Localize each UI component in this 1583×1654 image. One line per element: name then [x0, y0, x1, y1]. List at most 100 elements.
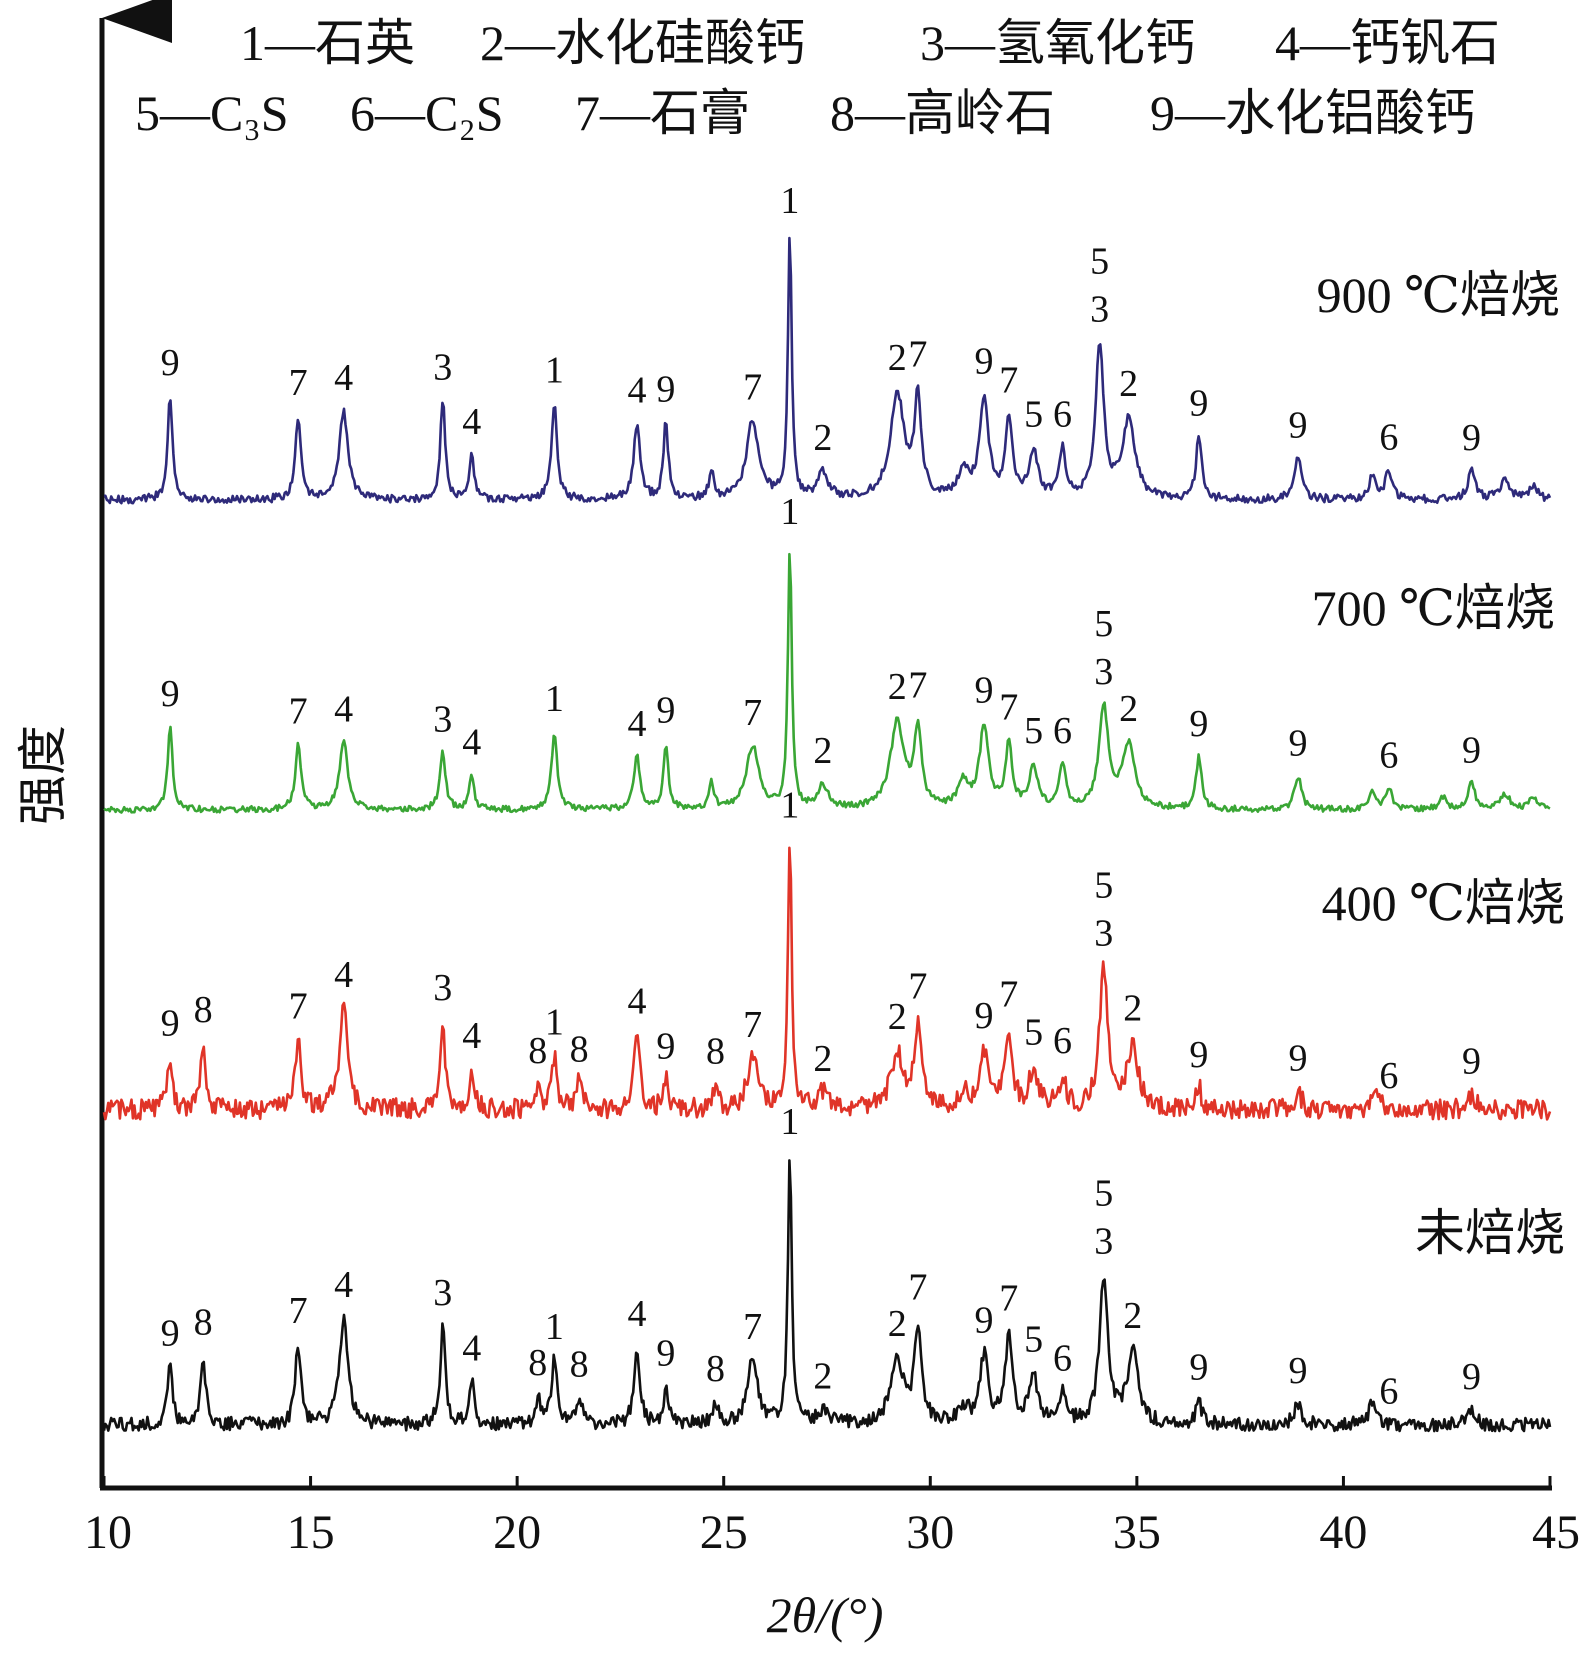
peak-annotation: 4 — [627, 369, 646, 411]
x-tick-label: 45 — [1532, 1506, 1580, 1559]
peak-annotation: 4 — [627, 1293, 646, 1335]
peak-annotation: 2 — [813, 1356, 832, 1398]
peak-annotation: 7 — [743, 1004, 762, 1046]
peak-annotation: 8 — [706, 1348, 725, 1390]
series-label: 400 ℃焙烧 — [1322, 875, 1565, 931]
peak-annotation: 6 — [1379, 1370, 1398, 1412]
peak-annotation: 7 — [289, 1290, 308, 1332]
peak-annotation: 5 — [1094, 1172, 1113, 1214]
peak-annotation: 6 — [1053, 710, 1072, 752]
peak-annotation: 9 — [161, 1312, 180, 1354]
peak-annotation: 3 — [433, 1272, 452, 1314]
peak-annotation: 2 — [1123, 988, 1142, 1030]
legend-entry-8: 8—高岭石 — [830, 85, 1055, 141]
peak-annotation: 6 — [1379, 1055, 1398, 1097]
series-line — [102, 1159, 1552, 1433]
series-label: 900 ℃焙烧 — [1317, 267, 1560, 323]
peak-annotation: 9 — [974, 670, 993, 712]
peak-annotation: 7 — [908, 965, 927, 1007]
peak-annotation: 2 — [1123, 1295, 1142, 1337]
peak-annotation: 9 — [161, 673, 180, 715]
y-axis-label: 强度 — [15, 725, 71, 825]
peak-annotation: 5 — [1090, 240, 1109, 282]
peak-annotation: 9 — [1462, 1041, 1481, 1083]
legend: 1—石英 2—水化硅酸钙 3—氢氧化钙 4—钙钒石 5—C₃S 6—C₂S 7—… — [135, 15, 1500, 141]
peak-annotation: 7 — [999, 973, 1018, 1015]
peak-annotation: 7 — [999, 1277, 1018, 1319]
peak-annotation: 4 — [334, 1264, 353, 1306]
peak-annotation: 7 — [289, 985, 308, 1027]
series-line — [102, 846, 1552, 1121]
peak-annotation: 8 — [528, 1030, 547, 1072]
x-tick-label: 10 — [84, 1506, 132, 1559]
peak-annotation: 2 — [888, 337, 907, 379]
peak-annotation: 7 — [743, 692, 762, 734]
peak-annotation: 7 — [908, 665, 927, 707]
peak-annotation: 1 — [780, 784, 799, 826]
peak-annotation: 9 — [1462, 1356, 1481, 1398]
peak-annotation: 7 — [743, 1306, 762, 1348]
peak-annotation: 9 — [974, 341, 993, 383]
peak-annotation: 7 — [289, 691, 308, 733]
peak-annotation: 1 — [780, 491, 799, 533]
peak-annotation: 9 — [1288, 404, 1307, 446]
peak-annotation: 7 — [999, 360, 1018, 402]
peak-annotation: 5 — [1094, 865, 1113, 907]
peak-annotation: 2 — [1119, 688, 1138, 730]
peak-annotation: 6 — [1379, 735, 1398, 777]
peak-annotation: 8 — [570, 1343, 589, 1385]
peak-annotation: 2 — [813, 1038, 832, 1080]
peak-annotation: 4 — [334, 954, 353, 996]
peak-annotation: 3 — [433, 346, 452, 388]
x-tick-label: 15 — [287, 1506, 335, 1559]
peak-annotation: 1 — [780, 180, 799, 222]
legend-entry-2: 2—水化硅酸钙 — [480, 15, 805, 71]
x-tick-label: 20 — [493, 1506, 541, 1559]
peak-annotation: 9 — [1288, 1038, 1307, 1080]
x-tick-label: 25 — [700, 1506, 748, 1559]
peak-annotation: 8 — [570, 1028, 589, 1070]
peak-annotation: 9 — [1462, 417, 1481, 459]
peak-annotation: 6 — [1053, 1020, 1072, 1062]
peak-annotation: 7 — [743, 366, 762, 408]
peak-annotation: 7 — [999, 687, 1018, 729]
peak-annotation: 9 — [974, 995, 993, 1037]
peak-annotation: 7 — [908, 1267, 927, 1309]
peak-annotation: 1 — [780, 1101, 799, 1143]
legend-entry-6: 6—C₂S — [350, 85, 504, 141]
peak-annotation: 4 — [334, 357, 353, 399]
peak-annotation: 4 — [462, 722, 481, 764]
peak-annotation: 4 — [462, 1015, 481, 1057]
peak-annotation: 4 — [627, 703, 646, 745]
peak-annotation: 2 — [888, 666, 907, 708]
series-line — [103, 552, 1551, 814]
peak-annotation: 5 — [1024, 393, 1043, 435]
peak-annotation: 8 — [194, 1302, 213, 1344]
peak-annotation: 8 — [706, 1030, 725, 1072]
legend-entry-4: 4—钙钒石 — [1275, 15, 1500, 71]
peak-annotation: 9 — [656, 369, 675, 411]
legend-entry-3: 3—氢氧化钙 — [920, 15, 1195, 71]
peak-annotation: 9 — [1189, 703, 1208, 745]
peak-annotation: 9 — [1189, 382, 1208, 424]
x-tick-label: 35 — [1113, 1506, 1161, 1559]
peak-annotation: 3 — [1094, 651, 1113, 693]
peak-annotation: 9 — [656, 1333, 675, 1375]
peak-annotation: 9 — [656, 690, 675, 732]
x-axis-label: 2θ/(°) — [767, 1587, 884, 1643]
peak-annotation: 5 — [1024, 1319, 1043, 1361]
peak-annotation: 2 — [1119, 363, 1138, 405]
peak-annotation: 3 — [1094, 1220, 1113, 1262]
peak-annotation: 9 — [1288, 722, 1307, 764]
peak-annotation: 1 — [545, 1306, 564, 1348]
peak-annotation: 9 — [1189, 1034, 1208, 1076]
peak-annotation: 8 — [194, 989, 213, 1031]
x-tick-label: 30 — [906, 1506, 954, 1559]
peak-annotation: 3 — [433, 699, 452, 741]
peak-annotation: 4 — [462, 1328, 481, 1370]
